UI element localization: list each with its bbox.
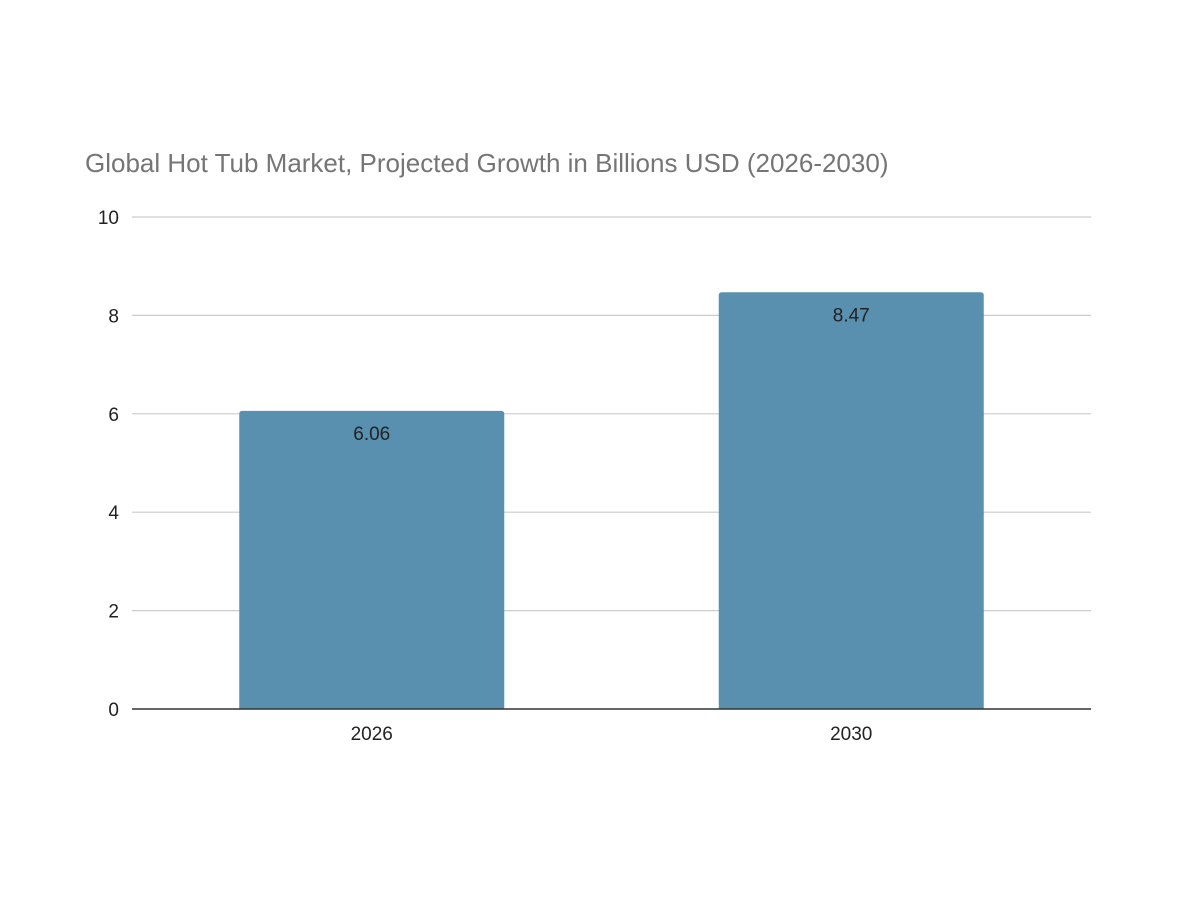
y-tick-label: 6 — [108, 405, 119, 426]
bar-2030 — [718, 292, 984, 709]
y-tick-label: 2 — [108, 602, 119, 623]
data-label: 6.06 — [353, 424, 390, 445]
y-tick-label: 4 — [108, 503, 119, 524]
y-tick-label: 0 — [108, 700, 119, 721]
y-tick-label: 10 — [98, 208, 119, 229]
x-tick-label: 2026 — [351, 724, 393, 745]
bar-2026 — [239, 410, 505, 709]
y-tick-label: 8 — [108, 306, 119, 327]
data-label: 8.47 — [833, 305, 870, 326]
chart-title: Global Hot Tub Market, Projected Growth … — [85, 148, 889, 178]
x-tick-label: 2030 — [830, 724, 872, 745]
